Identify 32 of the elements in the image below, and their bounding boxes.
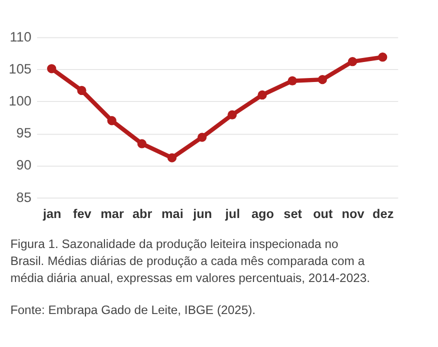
source-note: Fonte: Embrapa Gado de Leite, IBGE (2025). — [10, 302, 256, 317]
point — [47, 64, 56, 74]
x-tick-label: fev — [73, 206, 92, 221]
point — [77, 86, 86, 96]
point — [167, 153, 177, 162]
point — [107, 116, 116, 126]
y-tick-label: 105 — [8, 62, 32, 77]
x-tick-label: abr — [132, 206, 152, 221]
y-tick-label: 90 — [16, 158, 32, 173]
point — [258, 90, 267, 100]
y-tick-label: 85 — [16, 190, 32, 205]
x-tick-label: ago — [251, 206, 274, 221]
x-tick-label: jul — [224, 206, 240, 221]
y-tick-label: 110 — [10, 29, 32, 44]
x-tick-label: dez — [372, 206, 394, 221]
x-tick-label: set — [284, 206, 303, 221]
point — [228, 110, 237, 120]
y-tick-label: 100 — [8, 94, 32, 109]
point — [198, 132, 207, 142]
point — [318, 75, 328, 84]
x-tick-label: jun — [192, 206, 212, 221]
point — [137, 139, 146, 148]
point — [348, 57, 358, 66]
point — [378, 52, 388, 62]
x-tick-label: mai — [162, 206, 184, 221]
point — [288, 76, 297, 86]
text: Figura 1. Sazonalidade da produção leiteira inspecionada no Brasil. Médias diárias de produção a cada mês comparada com a média diária anual, expressas em valores percentuais, 2014-2023. — [10, 237, 370, 286]
y-tick-label: 95 — [16, 126, 32, 141]
x-tick-label: jan — [42, 206, 62, 221]
x-tick-label: mar — [100, 206, 124, 221]
x-tick-label: out — [313, 206, 334, 221]
x-tick-label: nov — [342, 206, 364, 221]
